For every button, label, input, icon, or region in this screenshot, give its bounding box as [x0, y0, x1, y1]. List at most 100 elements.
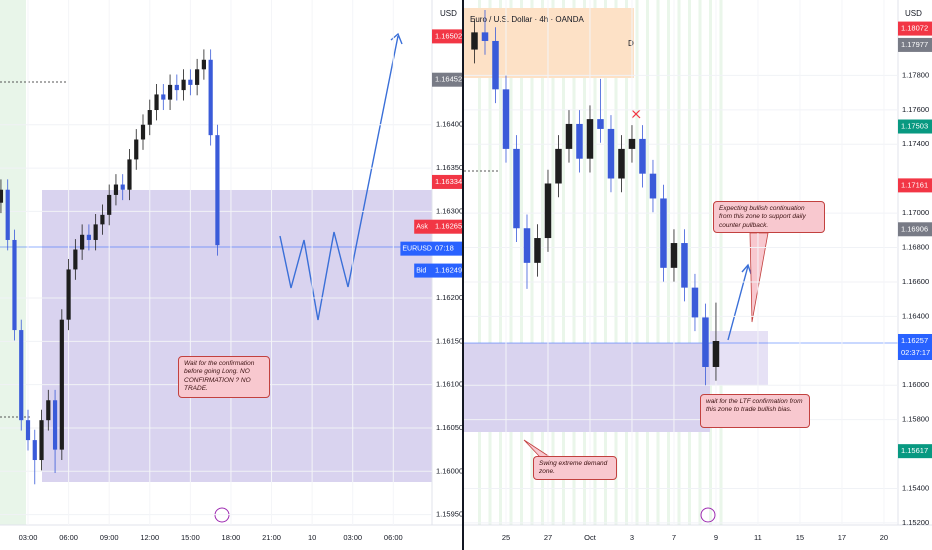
y-tick-label: 1.16600 [902, 277, 929, 286]
price-label: 1.15617 [901, 446, 928, 455]
candle-body [134, 139, 139, 160]
candle-body [660, 198, 667, 268]
x-tick-label: 12:00 [140, 533, 159, 542]
candle-body [86, 234, 91, 240]
callout: wait for the LTF confirmation from this … [700, 394, 810, 428]
session-stripe [583, 0, 586, 525]
x-tick-label: 7 [672, 533, 676, 542]
candle-body [120, 184, 125, 190]
candle-body [586, 119, 594, 159]
price-label: 1.17977 [901, 40, 928, 49]
session-stripe [551, 0, 555, 525]
candle-body [201, 59, 206, 70]
x-tick-label: 06:00 [384, 533, 403, 542]
y-tick-label: 1.16200 [436, 293, 463, 302]
candle-body [46, 400, 51, 421]
price-label: 1.16502 [435, 31, 462, 40]
session-stripe [562, 0, 565, 525]
session-stripe [656, 0, 660, 525]
session-stripe [698, 0, 702, 525]
projection [727, 265, 749, 341]
y-tick-label: 1.15800 [902, 415, 929, 424]
candle-body [80, 234, 85, 250]
x-tick-label: 18:00 [222, 533, 241, 542]
session-stripe [625, 0, 628, 525]
session-stripe [478, 0, 481, 525]
price-label: 1.16249 [435, 266, 462, 275]
candle-body [691, 287, 699, 318]
callout-tail [523, 439, 552, 458]
y-tick-label: 1.17000 [902, 208, 929, 217]
candle-body [147, 110, 152, 125]
event-icon[interactable] [700, 507, 716, 523]
y-axis-unit: USD [440, 9, 457, 18]
candle-body [607, 128, 615, 179]
countdown: 02:37:17 [901, 348, 930, 357]
x-tick-label: 9 [714, 533, 718, 542]
y-tick-label: 1.15200 [902, 518, 929, 527]
price-label-box [898, 222, 932, 237]
session-stripe [604, 0, 607, 525]
x-mark [631, 109, 641, 119]
candle-body [195, 69, 200, 85]
x-tick-label: 15 [796, 533, 804, 542]
candle-body [39, 420, 44, 461]
candle-body [481, 32, 489, 41]
session-stripe [646, 0, 649, 525]
candle-body [502, 89, 510, 149]
candle-body [127, 159, 132, 190]
candle-body [174, 84, 179, 91]
x-tick-label: 27 [544, 533, 552, 542]
price-label-box [898, 333, 932, 360]
session-stripe [572, 0, 576, 525]
session-stripe [677, 0, 681, 525]
x-tick-label: 15:00 [181, 533, 200, 542]
candle-body [0, 189, 4, 203]
candle-body [59, 319, 64, 450]
candle-body [25, 420, 31, 441]
candle-body [93, 224, 98, 240]
price-label: 1.17161 [901, 180, 928, 189]
y-tick-label: 1.16300 [436, 206, 463, 215]
y-tick-label: 1.16400 [902, 311, 929, 320]
candle-body [52, 400, 58, 450]
price-label-box [432, 174, 462, 189]
price-label-box [898, 444, 932, 459]
price-label-box [432, 219, 462, 234]
session-stripe [541, 0, 544, 525]
price-tag: Ask [416, 224, 428, 231]
candle-body [639, 138, 646, 174]
candle-body [523, 228, 531, 263]
y-tick-label: 1.17600 [902, 105, 929, 114]
candle-body [544, 183, 552, 239]
y-tick-label: 1.16400 [436, 120, 463, 129]
candle-body [555, 148, 562, 184]
price-label: 1.16452 [435, 75, 462, 84]
x-tick-label: 03:00 [343, 533, 362, 542]
candle-body [66, 269, 71, 320]
candle-body [471, 32, 478, 50]
x-tick-label: 20 [880, 533, 888, 542]
x-tick-label: 3 [630, 533, 634, 542]
x-tick-label: Oct [584, 533, 597, 542]
projection [279, 35, 399, 321]
chart-title: Euro / U.S. Dollar · 4h · OANDA [470, 15, 584, 24]
candle-body [513, 148, 520, 229]
y-tick-label: 1.16350 [436, 163, 463, 172]
candle-body [597, 119, 604, 129]
price-label-box [898, 21, 932, 36]
x-tick-label: 10 [308, 533, 316, 542]
session-stripe [530, 0, 534, 525]
candle-body [19, 330, 24, 421]
price-label: 1.16334 [435, 177, 462, 186]
candle-body [712, 340, 720, 367]
x-tick-label: 06:00 [59, 533, 78, 542]
candle-body [167, 84, 173, 100]
x-tick-label: 25 [502, 533, 510, 542]
candle-body [5, 189, 10, 240]
x-tick-label: 09:00 [100, 533, 119, 542]
price-label: 1.18072 [901, 24, 928, 33]
candle-body [565, 123, 573, 149]
